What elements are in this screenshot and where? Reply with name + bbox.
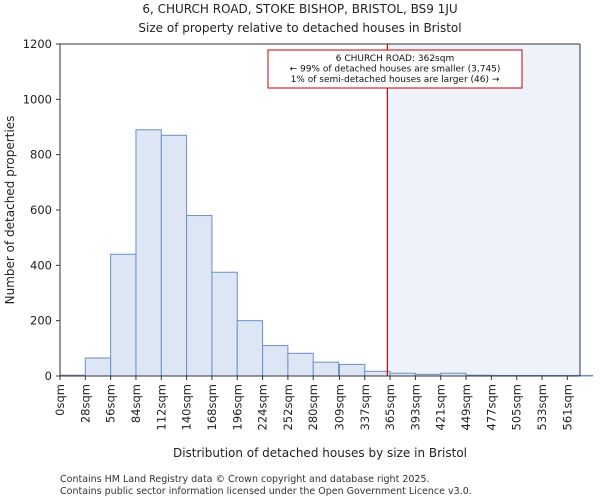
x-axis-label: Distribution of detached houses by size …	[173, 446, 467, 460]
x-tick-label-84sqm: 84sqm	[129, 384, 143, 423]
x-tick-label-421sqm: 421sqm	[434, 384, 448, 430]
y-tick-label-800: 800	[30, 148, 52, 162]
footer-line2: Contains public sector information licen…	[60, 486, 472, 497]
x-tick-label-28sqm: 28sqm	[78, 384, 92, 423]
bar-224sqm	[262, 345, 289, 377]
x-tick-label-533sqm: 533sqm	[535, 384, 549, 430]
y-axis-label: Number of detached properties	[3, 116, 17, 305]
x-tick-label-196sqm: 196sqm	[230, 384, 244, 430]
bar-309sqm	[338, 363, 366, 377]
annotation-line-2: ← 99% of detached houses are smaller (3,…	[290, 65, 501, 75]
x-tick-label-365sqm: 365sqm	[383, 384, 397, 430]
x-tick-label-505sqm: 505sqm	[510, 384, 524, 430]
y-tick-label-400: 400	[30, 258, 52, 272]
y-tick-label-1000: 1000	[23, 92, 52, 106]
bar-196sqm	[236, 320, 264, 377]
x-tick-label-309sqm: 309sqm	[332, 384, 346, 430]
x-tick-label-168sqm: 168sqm	[205, 384, 219, 430]
x-tick-label-140sqm: 140sqm	[180, 384, 194, 430]
x-tick-label-280sqm: 280sqm	[306, 384, 320, 430]
x-tick-label-337sqm: 337sqm	[358, 384, 372, 430]
x-tick-label-112sqm: 112sqm	[154, 384, 168, 430]
x-tick-label-477sqm: 477sqm	[484, 384, 498, 430]
x-tick-label-252sqm: 252sqm	[281, 384, 295, 430]
bar-280sqm	[312, 361, 340, 377]
plot-area: 0 200 400 600 800 1000 1200 0sqm 28sqm 56sqm 84sqm…	[23, 37, 594, 430]
chart-title-line1: 6, CHURCH ROAD, STOKE BISHOP, BRISTOL, B…	[142, 2, 457, 16]
bar-56sqm	[110, 253, 137, 377]
x-tick-label-224sqm: 224sqm	[256, 384, 270, 430]
bar-28sqm	[84, 357, 112, 377]
y-tick-label-600: 600	[30, 203, 52, 217]
bar-252sqm	[287, 352, 314, 377]
bar-84sqm	[135, 129, 162, 377]
bar-168sqm	[211, 271, 238, 377]
footer-line1: Contains HM Land Registry data © Crown c…	[60, 474, 430, 485]
annotation-box	[267, 49, 523, 89]
chart-title-line2: Size of property relative to detached ho…	[138, 21, 461, 35]
y-tick-label-200: 200	[30, 314, 52, 328]
bar-112sqm	[160, 134, 188, 377]
x-tick-label-0sqm: 0sqm	[53, 384, 67, 416]
y-tick-label-0: 0	[45, 369, 52, 383]
x-tick-label-56sqm: 56sqm	[104, 384, 118, 423]
bar-140sqm	[186, 215, 213, 377]
x-tick-label-561sqm: 561sqm	[560, 384, 574, 430]
y-tick-label-1200: 1200	[23, 37, 52, 51]
annotation-line-1: 6 CHURCH ROAD: 362sqm	[336, 54, 454, 64]
annotation-line-3: 1% of semi-detached houses are larger (4…	[291, 75, 500, 85]
x-tick-label-393sqm: 393sqm	[408, 384, 422, 430]
bar-337sqm	[364, 370, 391, 377]
highlight-region	[387, 44, 580, 376]
x-tick-label-449sqm: 449sqm	[459, 384, 473, 430]
